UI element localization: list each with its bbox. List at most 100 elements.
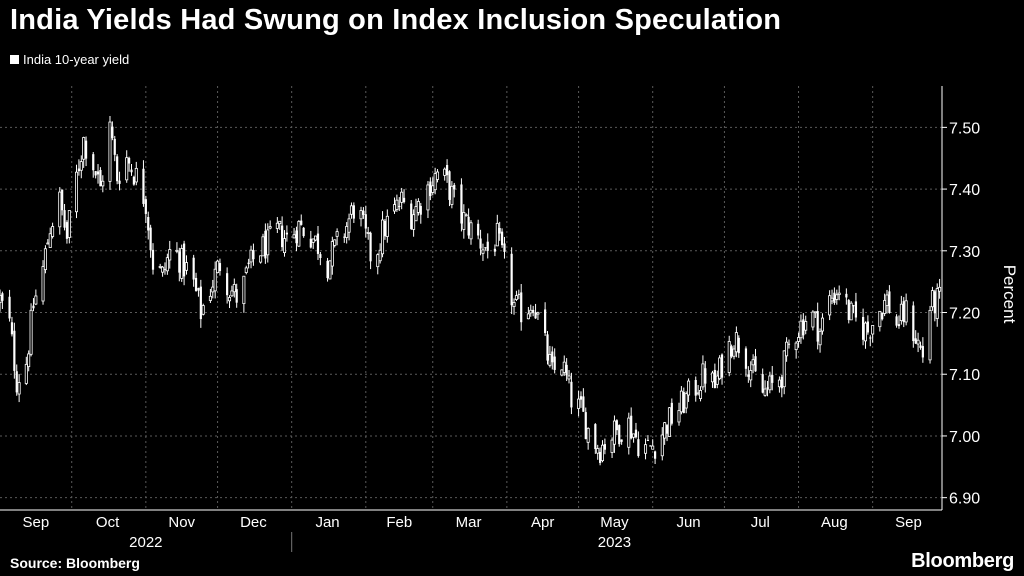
candle-body-256 bbox=[854, 301, 858, 318]
candle-body-80 bbox=[266, 229, 270, 256]
candle-body-24 bbox=[79, 161, 83, 171]
candle-body-202 bbox=[677, 410, 681, 423]
candle-body-160 bbox=[534, 312, 537, 319]
candle-body-6 bbox=[17, 382, 21, 395]
candle-body-81 bbox=[268, 226, 272, 229]
candle-body-133 bbox=[445, 165, 449, 176]
candle-body-73 bbox=[244, 267, 248, 273]
candle-body-34 bbox=[113, 138, 116, 155]
candle-body-280 bbox=[935, 288, 939, 319]
candle-body-159 bbox=[532, 309, 535, 313]
chart-title: India Yields Had Swung on Index Inclusio… bbox=[10, 4, 782, 36]
y-tick-label-4: 7.30 bbox=[949, 244, 980, 261]
candle-body-243 bbox=[813, 311, 817, 314]
candle-body-245 bbox=[818, 330, 822, 346]
candle-body-107 bbox=[359, 210, 363, 220]
candle-body-230 bbox=[768, 375, 772, 391]
candle-body-37 bbox=[125, 157, 129, 181]
candle-body-12 bbox=[41, 266, 45, 302]
candle-body-124 bbox=[414, 206, 418, 222]
y-tick-label-5: 7.40 bbox=[949, 182, 980, 199]
candle-body-117 bbox=[392, 204, 396, 212]
y-tick-label-1: 7.00 bbox=[949, 429, 980, 446]
candle-body-278 bbox=[930, 290, 934, 308]
candle-body-44 bbox=[147, 217, 150, 231]
candle-body-269 bbox=[899, 303, 903, 322]
candle-body-76 bbox=[252, 250, 255, 260]
candle-body-118 bbox=[395, 199, 399, 210]
candle-body-61 bbox=[201, 305, 205, 315]
candle-body-192 bbox=[644, 444, 648, 454]
candle-body-7 bbox=[24, 363, 28, 384]
candle-body-50 bbox=[165, 257, 169, 272]
candle-body-105 bbox=[349, 205, 353, 215]
candle-body-237 bbox=[794, 342, 798, 351]
candle-body-249 bbox=[833, 292, 836, 303]
x-tick-label-6: Mar bbox=[456, 514, 482, 531]
x-tick-label-11: Aug bbox=[821, 514, 848, 531]
candle-body-122 bbox=[410, 203, 413, 230]
candle-body-78 bbox=[261, 236, 265, 257]
candle-body-31 bbox=[101, 180, 105, 187]
candle-body-108 bbox=[362, 210, 365, 215]
candle-body-131 bbox=[436, 171, 440, 180]
candle-body-201 bbox=[670, 402, 673, 424]
candle-body-210 bbox=[701, 363, 705, 388]
candle-body-194 bbox=[649, 445, 652, 447]
candle-body-132 bbox=[443, 168, 447, 176]
candle-body-191 bbox=[637, 439, 640, 457]
candle-body-86 bbox=[285, 232, 289, 235]
candle-body-216 bbox=[720, 354, 724, 378]
candle-body-19 bbox=[63, 210, 66, 228]
candle-body-16 bbox=[51, 226, 55, 237]
candle-body-3 bbox=[10, 322, 14, 335]
candle-body-88 bbox=[295, 230, 298, 244]
candle-body-77 bbox=[259, 255, 263, 263]
candle-body-199 bbox=[665, 425, 669, 434]
candle-body-114 bbox=[381, 219, 385, 255]
candle-body-20 bbox=[65, 222, 69, 239]
candle-body-268 bbox=[897, 324, 901, 327]
candle-body-153 bbox=[512, 302, 516, 307]
candle-body-10 bbox=[32, 305, 35, 309]
candle-body-137 bbox=[460, 184, 463, 224]
candle-body-136 bbox=[453, 184, 456, 190]
candle-body-155 bbox=[517, 293, 520, 295]
candle-body-1 bbox=[1, 293, 4, 301]
candle-body-30 bbox=[99, 169, 102, 187]
candle-body-85 bbox=[283, 238, 287, 254]
candle-body-150 bbox=[500, 231, 504, 246]
candle-body-181 bbox=[603, 444, 606, 450]
candle-body-229 bbox=[766, 387, 769, 389]
candle-body-103 bbox=[345, 226, 349, 238]
candle-body-267 bbox=[895, 316, 898, 326]
candle-body-56 bbox=[184, 262, 188, 271]
candle-body-83 bbox=[278, 220, 282, 225]
candle-body-115 bbox=[383, 220, 387, 237]
candle-body-55 bbox=[182, 243, 186, 277]
candle-body-219 bbox=[732, 348, 736, 357]
candle-body-98 bbox=[328, 260, 332, 280]
candle-body-36 bbox=[118, 180, 121, 184]
candle-body-183 bbox=[612, 420, 616, 445]
candle-body-43 bbox=[144, 199, 147, 214]
candle-body-169 bbox=[565, 364, 568, 376]
candle-body-45 bbox=[149, 227, 152, 251]
candle-body-11 bbox=[34, 295, 38, 305]
candle-body-251 bbox=[837, 292, 841, 295]
candle-body-186 bbox=[620, 439, 623, 442]
candle-body-184 bbox=[615, 420, 618, 431]
candle-body-185 bbox=[618, 425, 621, 445]
candle-body-57 bbox=[192, 257, 195, 280]
candle-body-129 bbox=[431, 185, 435, 193]
candle-body-92 bbox=[309, 238, 312, 248]
candle-body-126 bbox=[419, 205, 422, 215]
candle-body-211 bbox=[704, 368, 707, 384]
legend: India 10-year yield bbox=[10, 52, 129, 67]
candle-body-164 bbox=[548, 354, 552, 366]
candle-body-135 bbox=[450, 185, 454, 205]
candle-body-104 bbox=[347, 218, 351, 233]
x-tick-label-8: May bbox=[600, 514, 629, 531]
candle-body-58 bbox=[194, 277, 198, 291]
candle-body-275 bbox=[919, 345, 922, 348]
